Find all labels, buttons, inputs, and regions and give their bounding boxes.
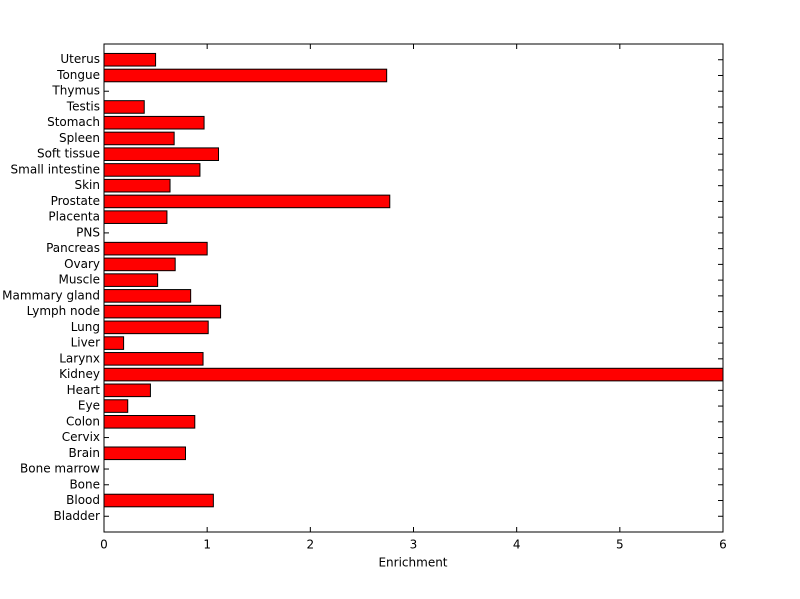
x-tick-label: 2 bbox=[307, 538, 315, 552]
bar bbox=[103, 241, 208, 256]
y-tick-label: Larynx bbox=[59, 351, 100, 365]
bar bbox=[103, 304, 222, 319]
y-tick-label: Colon bbox=[66, 414, 100, 428]
y-tick-label: Tongue bbox=[56, 68, 100, 82]
y-tick-label: Liver bbox=[71, 336, 101, 350]
bar bbox=[103, 289, 192, 303]
y-tick-label: Prostate bbox=[51, 194, 100, 208]
y-tick-label: Lymph node bbox=[27, 304, 100, 318]
plot-frame bbox=[103, 43, 724, 533]
bar bbox=[103, 336, 125, 350]
bar bbox=[103, 131, 175, 146]
bar bbox=[103, 383, 151, 398]
bar bbox=[103, 68, 388, 83]
y-tick-label: Lung bbox=[71, 320, 100, 334]
x-tick-label: 1 bbox=[203, 538, 211, 552]
y-tick-label: PNS bbox=[76, 225, 100, 239]
y-tick-label: Kidney bbox=[59, 367, 100, 381]
y-tick-label: Testis bbox=[66, 99, 100, 113]
x-tick-label: 0 bbox=[100, 538, 108, 552]
y-tick-label: Heart bbox=[67, 383, 101, 397]
bar bbox=[103, 178, 171, 193]
y-tick-label: Bladder bbox=[54, 509, 101, 523]
y-tick-label: Muscle bbox=[58, 273, 100, 287]
y-tick-label: Ovary bbox=[64, 257, 100, 271]
bar bbox=[103, 210, 168, 224]
y-tick-label: Bone bbox=[69, 477, 100, 491]
bar bbox=[103, 493, 214, 508]
bar bbox=[103, 273, 159, 287]
x-tick-label: 4 bbox=[513, 538, 521, 552]
x-tick-label: 6 bbox=[719, 538, 727, 552]
x-tick-label: 3 bbox=[410, 538, 418, 552]
y-tick-label: Small intestine bbox=[11, 162, 100, 176]
y-tick-label: Soft tissue bbox=[37, 147, 100, 161]
bar bbox=[103, 446, 187, 461]
bar bbox=[103, 352, 204, 366]
bar bbox=[103, 147, 220, 161]
y-tick-label: Cervix bbox=[62, 430, 100, 444]
y-tick-label: Eye bbox=[78, 399, 100, 413]
y-tick-label: Uterus bbox=[60, 52, 100, 66]
bar bbox=[103, 367, 724, 382]
y-tick-label: Bone marrow bbox=[20, 462, 100, 476]
bar bbox=[103, 399, 129, 413]
bar bbox=[103, 257, 176, 272]
y-tick-label: Blood bbox=[66, 493, 100, 507]
bar bbox=[103, 320, 209, 335]
y-tick-label: Thymus bbox=[51, 84, 100, 98]
x-tick-label: 5 bbox=[616, 538, 624, 552]
y-tick-label: Stomach bbox=[47, 115, 100, 129]
bar bbox=[103, 163, 201, 177]
bar bbox=[103, 100, 145, 114]
bar bbox=[103, 194, 391, 209]
y-tick-label: Brain bbox=[69, 446, 100, 460]
y-tick-label: Placenta bbox=[48, 210, 100, 224]
bar bbox=[103, 415, 196, 429]
bar bbox=[103, 52, 157, 67]
y-tick-label: Skin bbox=[74, 178, 100, 192]
x-axis-label: Enrichment bbox=[378, 556, 447, 570]
bar bbox=[103, 115, 205, 130]
y-tick-label: Spleen bbox=[59, 131, 100, 145]
y-tick-label: Pancreas bbox=[46, 241, 100, 255]
y-tick-label: Mammary gland bbox=[2, 288, 100, 302]
